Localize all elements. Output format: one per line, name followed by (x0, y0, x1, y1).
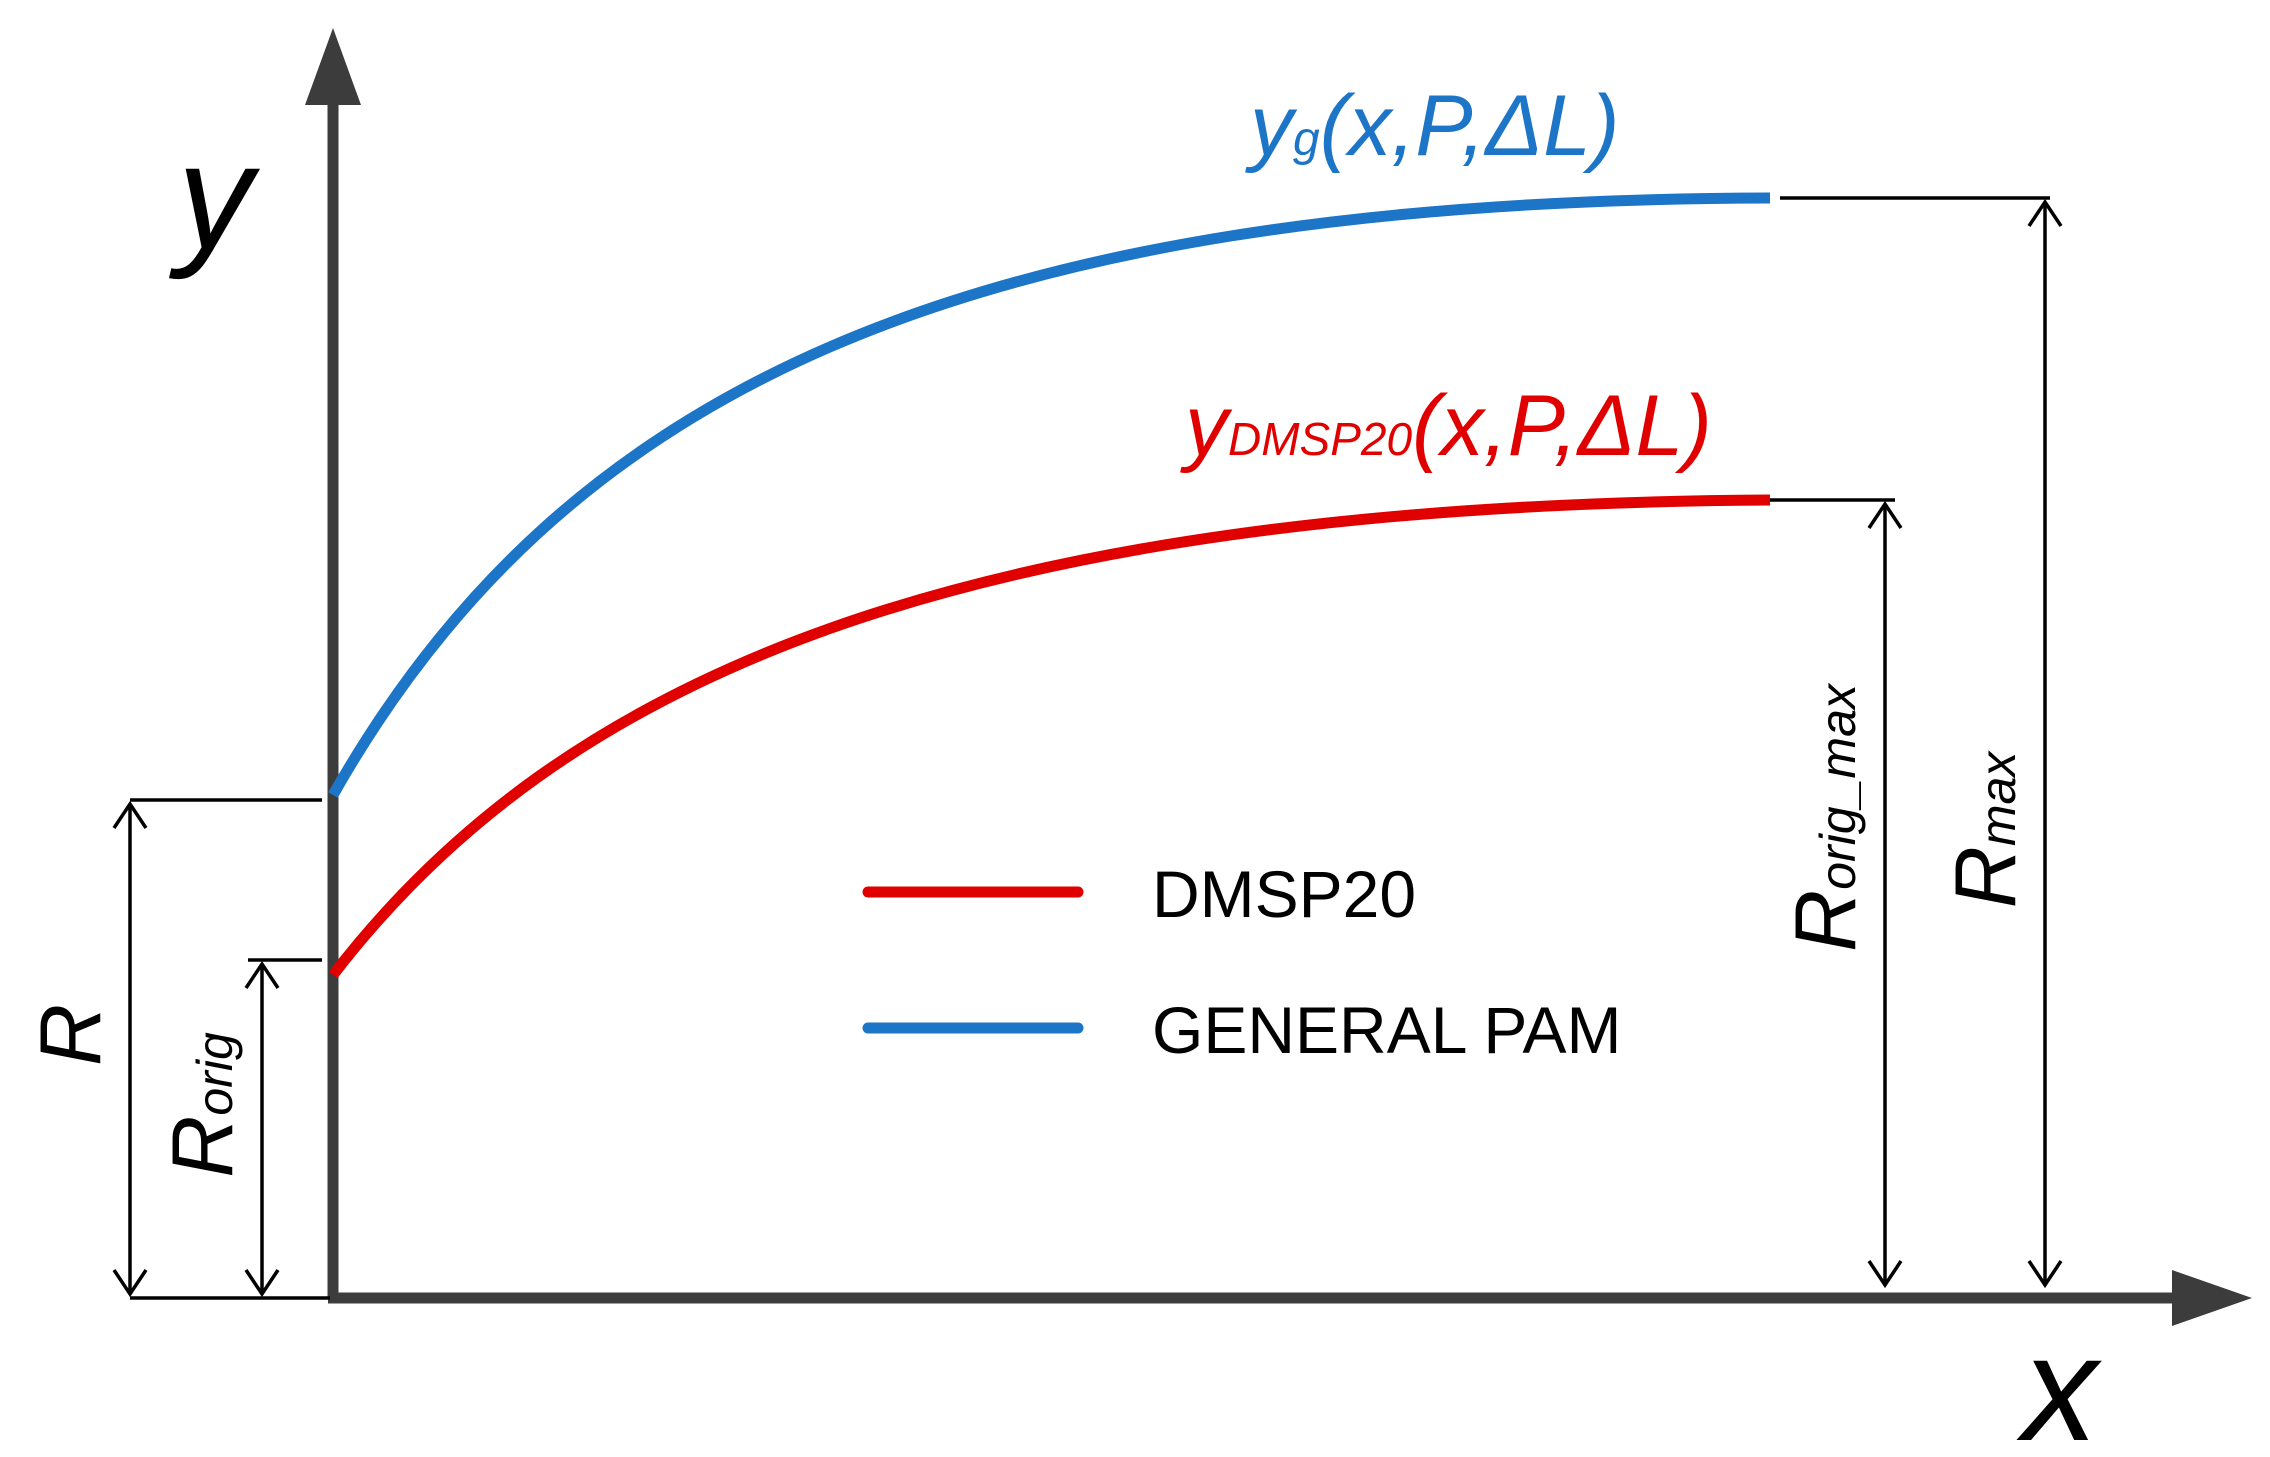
r-max-arrowhead-bottom (2027, 1260, 2063, 1289)
x-axis-label: x (2017, 1304, 2103, 1457)
general-args: (x,P,ΔL) (1320, 78, 1620, 174)
r-arrowhead-bottom (112, 1269, 148, 1298)
dmsp-fn: y (1180, 378, 1233, 474)
y-axis-arrowhead (305, 28, 361, 105)
r-orig-max-main: R (1778, 890, 1874, 952)
dmsp20-curve-label: yDMSP20(x,P,ΔL) (1180, 378, 1712, 474)
dimension-lines (128, 196, 2050, 1300)
r-orig-sub: orig (187, 1032, 243, 1116)
dimension-arrowheads (112, 198, 2063, 1298)
general-fn: y (1245, 78, 1298, 174)
r-orig-dimension-label: Rorig (155, 1032, 251, 1178)
y-axis-label: y (169, 112, 261, 280)
r-orig-max-sub: orig_max (1810, 682, 1866, 890)
dmsp20-curve (328, 494, 1771, 979)
r-arrowhead-top (112, 800, 148, 829)
legend: DMSP20 GENERAL PAM (862, 857, 1621, 1067)
r-dimension-label: R (23, 1004, 119, 1066)
r-max-main: R (1938, 846, 2034, 908)
general-sub: g (1293, 113, 1320, 166)
axes (305, 28, 2252, 1326)
dmsp-sub: DMSP20 (1228, 413, 1412, 465)
general-pam-curve-label: yg(x,P,ΔL) (1245, 78, 1620, 174)
r-orig-arrowhead-bottom (244, 1269, 280, 1298)
x-axis-arrowhead (2172, 1270, 2252, 1326)
r-orig-max-arrowhead-top (1867, 500, 1903, 529)
legend-label-general-pam: GENERAL PAM (1152, 993, 1621, 1067)
r-max-arrowhead-top (2027, 198, 2063, 227)
r-orig-max-arrowhead-bottom (1867, 1260, 1903, 1289)
dmsp-args: (x,P,ΔL) (1412, 378, 1712, 474)
r-main: R (23, 1004, 119, 1066)
r-max-sub: max (1970, 750, 2026, 846)
legend-label-dmsp20: DMSP20 (1152, 857, 1416, 931)
r-orig-max-dimension-label: Rorig_max (1778, 682, 1874, 952)
general-pam-curve (328, 192, 1771, 798)
r-max-dimension-label: Rmax (1938, 750, 2034, 909)
r-orig-arrowhead-top (244, 960, 280, 989)
r-orig-main: R (155, 1116, 251, 1178)
